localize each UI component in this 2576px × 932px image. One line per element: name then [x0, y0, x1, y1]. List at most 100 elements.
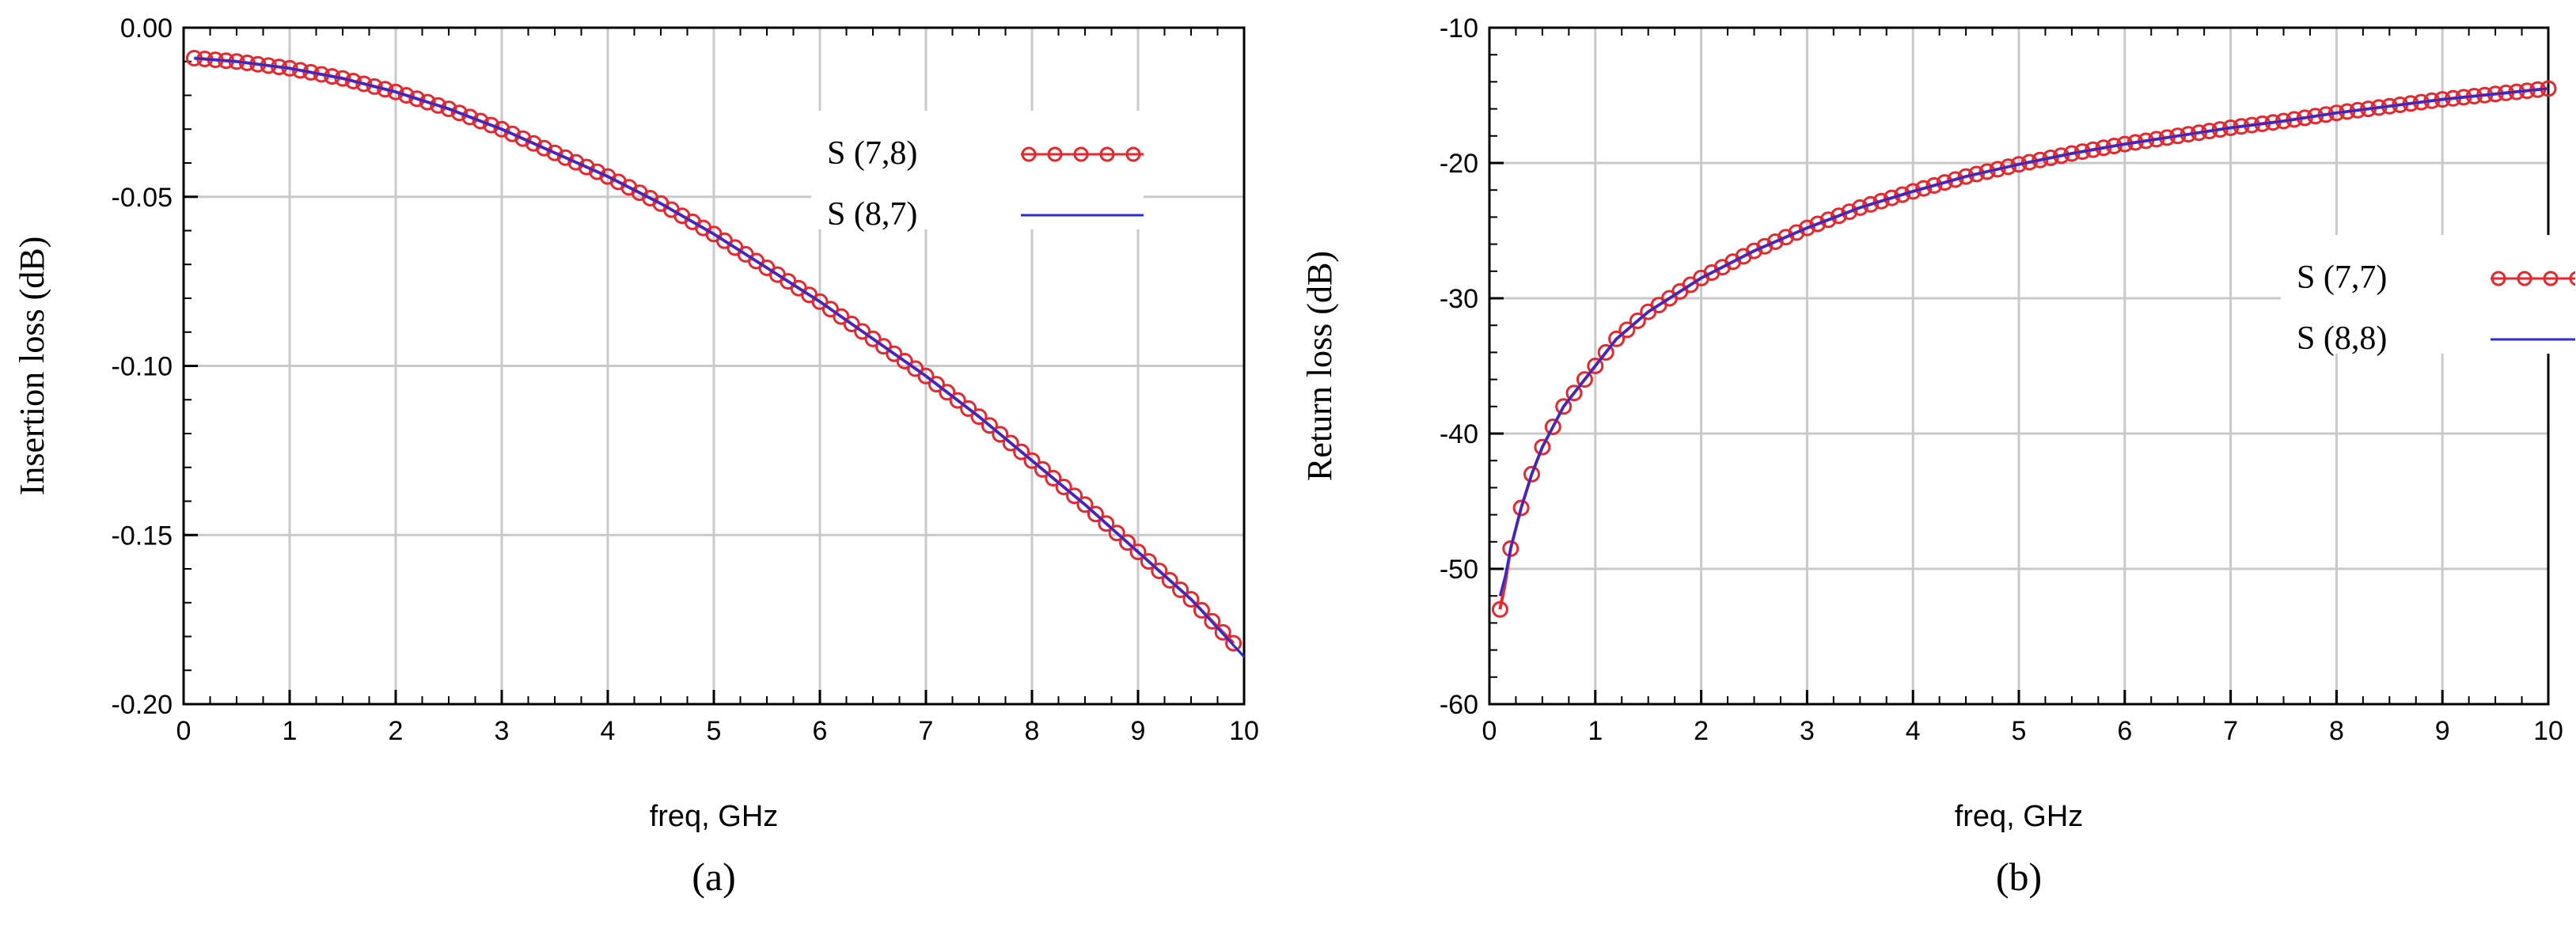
y-tick-label-a: -0.05 [112, 183, 173, 213]
marker-a [1119, 534, 1136, 551]
marker-a [960, 400, 977, 417]
marker-b [2032, 151, 2049, 169]
legend-a: S (7,8) S (8,7) [811, 111, 1144, 233]
return-loss-chart: 0 1 2 3 4 5 6 7 8 9 10-10-20-30-40-50-60 S (7,7)S … [1300, 13, 2575, 899]
y-tick-label-b: -30 [1440, 284, 1478, 314]
y-axis-label-a: Insertion loss (dB) [13, 237, 51, 496]
marker-b [2063, 145, 2081, 162]
marker-a [1108, 525, 1125, 542]
x-tick-label-b: 0 [1482, 716, 1497, 746]
marker-b [1629, 313, 1646, 329]
y-tick-label-b: -60 [1440, 690, 1478, 720]
marker-b [1491, 600, 1508, 618]
marker-a [546, 144, 563, 161]
x-tick-label-a: 6 [813, 716, 828, 746]
chart-panel-a: 0 1 2 3 4 5 6 7 8 9 10 0.00 -0.05 -0.10 -0.15 -0.20 S (… [13, 13, 1259, 899]
series-line-overlay-b [1498, 87, 2549, 597]
marker-b [1841, 203, 1858, 221]
marker-a [366, 78, 383, 95]
insertion-loss-chart: 0 1 2 3 4 5 6 7 8 9 10 0.00 -0.05 -0.10 -0.15 -0.20 S (… [13, 13, 1259, 899]
legend-b: S (7,7) S (8,8) [2281, 235, 2575, 357]
marker-a [324, 68, 341, 85]
x-tick-label-a: 7 [919, 716, 934, 746]
marker-a [302, 63, 320, 81]
panel-label-b: (b) [1996, 854, 2042, 899]
x-tick-label-a: 10 [1229, 716, 1259, 746]
series-line-overlay-a [194, 57, 1246, 658]
marker-a [525, 134, 542, 152]
marker-a [377, 81, 394, 98]
marker-a [1087, 506, 1104, 523]
y-axis-label-b: Return loss (dB) [1300, 251, 1339, 481]
marker-b [1819, 211, 1837, 229]
marker-b [1831, 207, 1847, 225]
y-tick-label-a: -0.15 [112, 521, 173, 551]
ticks-b: 0 1 2 3 4 5 6 7 8 9 10 -10 -20 -30 -40 -50 -60 [1440, 13, 2563, 746]
marker-a [291, 62, 309, 79]
marker-b [1872, 192, 1890, 210]
legend-box-b [2281, 235, 2575, 354]
y-tick-label-b: -10 [1440, 13, 1478, 44]
marker-a [1214, 623, 1231, 641]
marker-b [1862, 195, 1880, 213]
marker-a [1151, 563, 1168, 580]
marker-b [2085, 141, 2102, 158]
marker-b [1502, 540, 1519, 557]
x-tick-label-b: 6 [2117, 716, 2132, 746]
y-tick-label-a: -0.10 [112, 352, 173, 382]
legend-marker-a [1021, 146, 1037, 162]
y-tick-label-a: 0.00 [120, 13, 173, 44]
marker-b [2020, 153, 2038, 171]
marker-a [1204, 612, 1221, 630]
marker-a [1023, 452, 1041, 469]
marker-a [313, 66, 330, 83]
marker-a [589, 163, 606, 180]
legend-marker-b [2517, 271, 2532, 286]
marker-a [440, 100, 457, 118]
marker-a [928, 376, 945, 393]
marker-a [949, 392, 966, 409]
marker-b [2095, 139, 2112, 157]
marker-a [450, 104, 468, 122]
x-tick-label-a: 2 [389, 716, 404, 746]
marker-b [1555, 398, 1573, 415]
marker-a [483, 116, 500, 134]
marker-b [1618, 321, 1636, 339]
marker-b [1565, 385, 1583, 402]
marker-a [1193, 601, 1210, 619]
marker-a [387, 83, 404, 100]
marker-a [334, 70, 351, 87]
y-tick-label-b: -40 [1440, 419, 1478, 449]
marker-a [939, 384, 956, 401]
plot-frame-b [1488, 26, 2550, 706]
marker-a [917, 367, 935, 385]
marker-b [1936, 174, 1953, 191]
grid-b [1489, 28, 2548, 704]
marker-a [1161, 572, 1178, 589]
marker-a [1076, 496, 1094, 513]
x-tick-label-a: 4 [601, 716, 616, 746]
marker-b [1788, 224, 1805, 241]
marker-a [578, 158, 595, 176]
x-tick-label-b: 10 [2533, 716, 2563, 746]
legend-label-a-2: S (8,7) [827, 196, 917, 233]
marker-a [1172, 582, 1189, 598]
x-axis-label-b: freq, GHz [1955, 800, 2084, 833]
marker-a [1013, 443, 1030, 460]
x-axis-label-a: freq, GHz [650, 800, 779, 833]
legend-marker-b [2543, 271, 2559, 286]
marker-b [1608, 330, 1626, 347]
marker-a [514, 130, 532, 147]
x-tick-label-a: 9 [1131, 716, 1146, 746]
marker-a [355, 75, 373, 93]
marker-b [1904, 183, 1922, 200]
x-tick-label-a: 1 [283, 716, 298, 746]
x-tick-label-b: 5 [2012, 716, 2027, 746]
x-tick-label-a: 0 [176, 716, 192, 746]
marker-b [1544, 419, 1561, 435]
marker-a [344, 73, 362, 89]
marker-a [536, 139, 553, 157]
x-tick-label-b: 7 [2223, 716, 2238, 746]
panel-label-a: (a) [692, 854, 736, 899]
x-tick-label-b: 3 [1800, 716, 1815, 746]
